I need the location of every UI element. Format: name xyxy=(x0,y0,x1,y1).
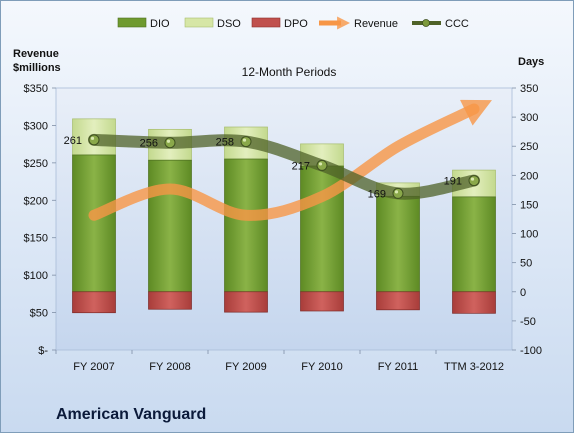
category-label: FY 2011 xyxy=(378,361,419,373)
left-axis-tick-label: $50 xyxy=(30,308,48,320)
company-name: American Vanguard xyxy=(56,406,207,423)
chart-title: 12-Month Periods xyxy=(242,65,337,79)
legend-swatch-dso xyxy=(184,17,214,28)
left-axis-title-line-2: $millions xyxy=(13,62,61,74)
ccc-point-highlight xyxy=(318,162,323,166)
category-label: TTM 3-2012 xyxy=(444,361,504,373)
left-axis-tick-label: $200 xyxy=(24,195,48,207)
bar-dpo xyxy=(72,291,116,314)
right-axis-tick-label: 0 xyxy=(520,287,526,299)
ccc-point-highlight xyxy=(90,136,95,140)
bar-dio xyxy=(224,158,268,293)
right-axis-tick-label: 150 xyxy=(520,199,538,211)
legend-label-revenue: Revenue xyxy=(354,18,398,30)
ccc-data-label: 261 xyxy=(64,135,82,147)
revenue-line xyxy=(88,99,492,221)
bar-dio xyxy=(376,195,420,293)
legend-item-ccc: CCC xyxy=(412,18,469,30)
ccc-point-highlight xyxy=(470,177,475,181)
left-axis-tick-label: $100 xyxy=(24,270,48,282)
right-axis-tick-label: -50 xyxy=(520,316,536,328)
bar-dio xyxy=(72,154,116,293)
ccc-point-highlight xyxy=(242,138,247,142)
ccc-data-label: 258 xyxy=(216,137,234,149)
legend-swatch-ccc-marker xyxy=(422,19,430,27)
left-axis-tick-label: $300 xyxy=(24,120,48,132)
bar-dpo xyxy=(148,291,192,310)
left-axis-tick-label: $250 xyxy=(24,158,48,170)
ccc-point-highlight xyxy=(394,190,399,194)
legend-item-revenue: Revenue xyxy=(319,16,398,30)
ccc-point-highlight xyxy=(166,139,171,143)
legend-item-dso: DSO xyxy=(184,17,241,30)
bars-group xyxy=(72,118,496,314)
legend-label-dpo: DPO xyxy=(284,18,308,30)
legend-swatch-dio xyxy=(117,17,147,28)
legend-swatch-dpo xyxy=(251,17,281,28)
bar-dio xyxy=(148,159,192,293)
category-label: FY 2010 xyxy=(301,361,342,373)
bar-dpo xyxy=(300,291,344,312)
ccc-point xyxy=(392,187,404,199)
left-axis-tick-label: $150 xyxy=(24,233,48,245)
bar-dpo xyxy=(224,291,268,313)
legend-item-dio: DIO xyxy=(117,17,170,30)
category-label: FY 2009 xyxy=(225,361,266,373)
ccc-series: 261 256 258 217 169 191 xyxy=(64,133,480,200)
legend-label-dio: DIO xyxy=(150,18,170,30)
bar-dio xyxy=(452,196,496,293)
legend-item-dpo: DPO xyxy=(251,17,308,30)
right-axis-tick-label: 350 xyxy=(520,83,538,95)
category-label: FY 2007 xyxy=(73,361,114,373)
legend: DIO DSO DPO Revenue CCC xyxy=(117,16,469,30)
right-axis-tick-label: -100 xyxy=(520,345,542,357)
legend-label-ccc: CCC xyxy=(445,18,469,30)
ccc-data-label: 256 xyxy=(140,138,158,150)
left-axis-tick-label: $- xyxy=(38,345,48,357)
ccc-point xyxy=(468,175,480,187)
ccc-point xyxy=(164,137,176,149)
ccc-data-label: 191 xyxy=(444,176,462,188)
legend-label-dso: DSO xyxy=(217,18,241,30)
bar-dpo xyxy=(452,291,496,314)
right-axis-tick-label: 200 xyxy=(520,170,538,182)
axes-group: $- $50 $100 $150 $200 $250 $300 $350 -100 -50 0 50 1… xyxy=(24,83,543,373)
right-axis-title: Days xyxy=(518,56,544,68)
right-axis-tick-label: 100 xyxy=(520,229,538,241)
bar-dpo xyxy=(376,291,420,311)
right-axis-tick-label: 50 xyxy=(520,258,532,270)
ccc-point xyxy=(240,136,252,148)
revenue-series xyxy=(88,99,492,221)
right-axis-tick-label: 250 xyxy=(520,141,538,153)
right-axis-tick-label: 300 xyxy=(520,112,538,124)
ccc-line xyxy=(88,133,480,200)
left-axis-title-line-1: Revenue xyxy=(13,48,59,60)
ccc-point xyxy=(316,159,328,171)
ccc-data-label: 169 xyxy=(368,188,386,200)
left-axis-tick-label: $350 xyxy=(24,83,48,95)
ccc-data-label: 217 xyxy=(292,160,310,172)
ccc-point xyxy=(88,134,100,146)
category-label: FY 2008 xyxy=(149,361,190,373)
